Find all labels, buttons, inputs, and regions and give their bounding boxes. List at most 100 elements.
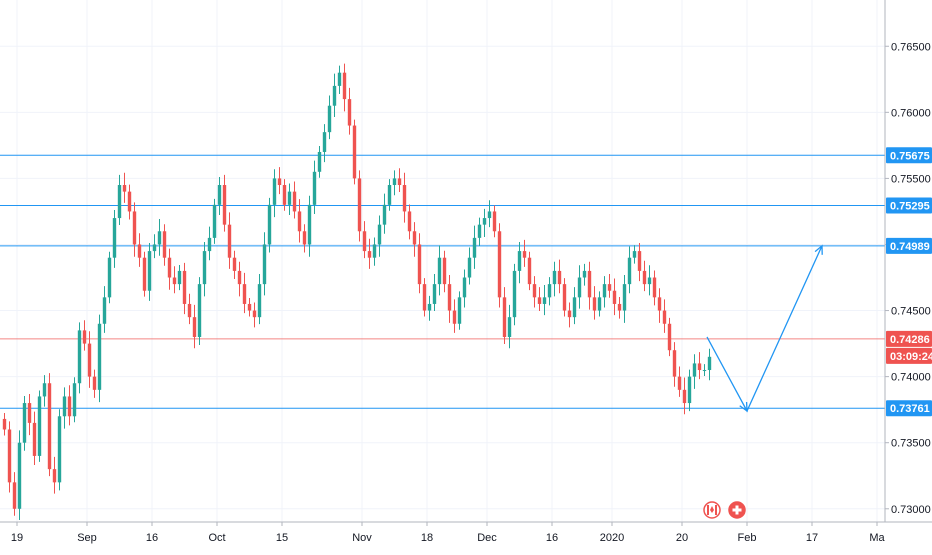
candle-body: [472, 237, 477, 258]
candle-body: [572, 297, 577, 318]
candle-body: [452, 310, 457, 324]
candle-body: [497, 231, 502, 298]
event-markers[interactable]: [703, 501, 746, 519]
candle-body: [157, 231, 162, 245]
candle-body: [287, 191, 292, 205]
y-axis-ticks: 0.765000.760000.755000.750000.745000.740…: [885, 41, 931, 516]
x-tick-label: 19: [11, 532, 23, 544]
candle-body: [237, 270, 242, 285]
candle-body: [307, 204, 312, 245]
candle-body: [102, 297, 107, 324]
candle-body: [547, 284, 552, 298]
switzerland-flag-icon[interactable]: [728, 501, 746, 519]
candle-body: [12, 482, 17, 509]
candle-body: [107, 257, 112, 298]
candle-body: [92, 376, 97, 390]
candle-body: [697, 363, 702, 371]
candle-body: [482, 218, 487, 225]
candle-body: [122, 185, 127, 192]
candle-body: [637, 251, 642, 271]
candle-body: [372, 244, 377, 258]
candle-body: [702, 370, 707, 372]
candle-body: [362, 231, 367, 252]
countdown-badge-bg: [886, 347, 932, 364]
candle-body: [642, 270, 647, 285]
x-tick-label: Ma: [869, 532, 885, 544]
candle-body: [147, 251, 152, 291]
candle-body: [127, 191, 132, 212]
candle-body: [532, 284, 537, 298]
candle-body: [37, 396, 42, 456]
current-price-badge-text: 0.74286: [890, 334, 930, 346]
y-tick-label: 0.74000: [891, 372, 931, 384]
axes: [0, 0, 932, 523]
candle-body: [97, 323, 102, 390]
x-tick-label: 15: [276, 532, 288, 544]
level-price-badge-bg: [886, 147, 932, 164]
x-tick-label: 16: [146, 532, 158, 544]
candle-body: [492, 211, 497, 232]
level-price-badge: 0.73761: [886, 400, 932, 417]
x-tick-label: Dec: [477, 532, 497, 544]
candle-body: [117, 185, 122, 219]
candle-body: [212, 204, 217, 238]
candle-body: [62, 396, 67, 417]
candle-body: [632, 251, 637, 258]
candle-body: [427, 303, 432, 311]
candle-body: [567, 310, 572, 318]
y-tick-label: 0.75500: [891, 173, 931, 185]
candle-body: [397, 178, 402, 186]
candle-body: [437, 257, 442, 285]
candle-body: [432, 284, 437, 304]
projection-path[interactable]: [706, 245, 823, 413]
candle-body: [297, 211, 302, 232]
candle-body: [192, 317, 197, 337]
canada-flag-icon[interactable]: [703, 501, 721, 519]
candle-body: [617, 303, 622, 311]
level-price-badge-bg: [886, 237, 932, 254]
candle-body: [52, 469, 57, 483]
candle-body: [382, 204, 387, 225]
candle-body: [67, 396, 72, 417]
candle-body: [262, 244, 267, 285]
candle-body: [202, 251, 207, 285]
level-price-badge: 0.75295: [886, 197, 932, 214]
candle-body: [142, 257, 147, 291]
candle-body: [387, 185, 392, 205]
candle-body: [587, 270, 592, 298]
projection-arrow[interactable]: [706, 244, 823, 413]
candle-body: [487, 211, 492, 219]
y-tick-label: 0.76500: [891, 41, 931, 53]
candle-body: [27, 403, 32, 423]
candle-body: [177, 270, 182, 285]
candle-body: [347, 99, 352, 126]
candle-body: [342, 72, 347, 100]
projection-arrowhead-down: [739, 401, 748, 413]
candle-body: [352, 125, 357, 179]
candle-body: [537, 297, 542, 304]
candle-body: [562, 284, 567, 311]
candle-body: [517, 251, 522, 271]
level-price-badge: 0.74989: [886, 237, 932, 254]
candles: [2, 63, 712, 521]
candle-body: [302, 231, 307, 245]
level-price-badge-text: 0.75675: [890, 150, 930, 162]
candle-body: [247, 303, 252, 311]
candle-body: [77, 330, 82, 384]
candle-body: [17, 442, 22, 509]
current-price-badge: 0.74286: [886, 330, 932, 347]
candle-body: [692, 363, 697, 377]
candle-body: [477, 224, 482, 238]
x-tick-label: Sep: [77, 532, 97, 544]
x-axis-ticks: 19 Sep 16 Oct 15 Nov 18 Dec 16 2020 20 Feb 17 Ma: [11, 522, 886, 544]
candle-body: [412, 231, 417, 245]
candle-body: [317, 151, 322, 172]
horizontal-levels[interactable]: [0, 154, 885, 409]
candle-body: [542, 297, 547, 304]
candle-body: [132, 211, 137, 245]
candle-body: [667, 323, 672, 351]
candle-body: [417, 244, 422, 285]
candle-body: [272, 178, 277, 205]
